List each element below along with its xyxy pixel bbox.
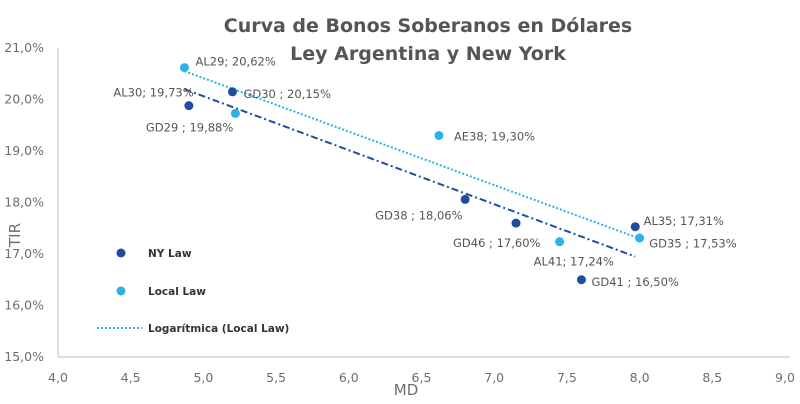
legend-marker-ny-law (116, 248, 126, 258)
legend-label-trendline: Logarítmica (Local Law) (148, 323, 289, 335)
x-tick-label: 7,0 (484, 370, 504, 385)
data-point (576, 275, 586, 285)
x-axis-label: MD (394, 381, 419, 399)
data-label: AL30; 19,73% (113, 85, 193, 99)
data-point (227, 87, 237, 97)
y-tick-label: 20,0% (4, 92, 44, 107)
data-label: AL35; 17,31% (644, 214, 724, 228)
x-tick-label: 9,0 (775, 370, 795, 385)
trendline-ny-law (184, 88, 636, 258)
legend-label-local-law: Local Law (148, 286, 206, 298)
data-point (230, 108, 240, 118)
y-tick-label: 21,0% (4, 40, 44, 55)
x-tick-labels: 4,0 4,5 5,0 5,5 6,0 6,5 7,0 7,5 8,0 8,5 9,0 (48, 370, 795, 385)
data-label: GD41 ; 16,50% (591, 275, 679, 289)
data-point (555, 237, 565, 247)
x-tick-label: 6,0 (339, 370, 359, 385)
data-point (460, 194, 470, 204)
legend-label-ny-law: NY Law (148, 248, 192, 260)
data-label: AL41; 17,24% (534, 255, 614, 269)
y-axis-label: TIR (6, 223, 24, 248)
trendlines (184, 70, 640, 258)
x-tick-label: 8,0 (630, 370, 650, 385)
data-label: GD35 ; 17,53% (649, 237, 737, 251)
data-point (434, 131, 444, 141)
x-tick-label: 6,5 (412, 370, 432, 385)
legend-marker-local-law (116, 286, 126, 296)
y-tick-labels: 15,0% 16,0% 17,0% 18,0% 19,0% 20,0% 21,0% (4, 40, 44, 364)
data-point (511, 218, 521, 228)
y-tick-label: 17,0% (4, 246, 44, 261)
data-point (184, 101, 194, 111)
data-labels: GD29 ; 19,88% GD30 ; 20,15% GD38 ; 18,06% G… (113, 55, 736, 289)
data-point (635, 233, 645, 243)
data-label: AL29; 20,62% (195, 55, 275, 69)
chart-title-line-2: Ley Argentina y New York (290, 43, 566, 65)
x-tick-label: 4,0 (48, 370, 68, 385)
data-label: GD38 ; 18,06% (375, 208, 463, 222)
data-label: GD46 ; 17,60% (453, 236, 541, 250)
y-tick-label: 19,0% (4, 143, 44, 158)
chart-title-line-1: Curva de Bonos Soberanos en Dólares (224, 15, 632, 37)
data-label: GD30 ; 20,15% (243, 87, 331, 101)
data-label: GD29 ; 19,88% (146, 121, 234, 135)
x-tick-label: 4,5 (121, 370, 141, 385)
data-point (630, 222, 640, 232)
y-tick-label: 18,0% (4, 195, 44, 210)
x-tick-label: 8,5 (702, 370, 722, 385)
x-tick-label: 5,5 (266, 370, 286, 385)
trendline-local-law (184, 70, 640, 240)
x-tick-label: 7,5 (557, 370, 577, 385)
data-point (179, 63, 189, 73)
data-label: AE38; 19,30% (454, 130, 535, 144)
legend: NY Law Local Law Logarítmica (Local Law) (97, 248, 289, 335)
y-tick-label: 15,0% (4, 349, 44, 364)
y-tick-label: 16,0% (4, 298, 44, 313)
data-points (179, 63, 645, 285)
x-tick-label: 5,0 (193, 370, 213, 385)
